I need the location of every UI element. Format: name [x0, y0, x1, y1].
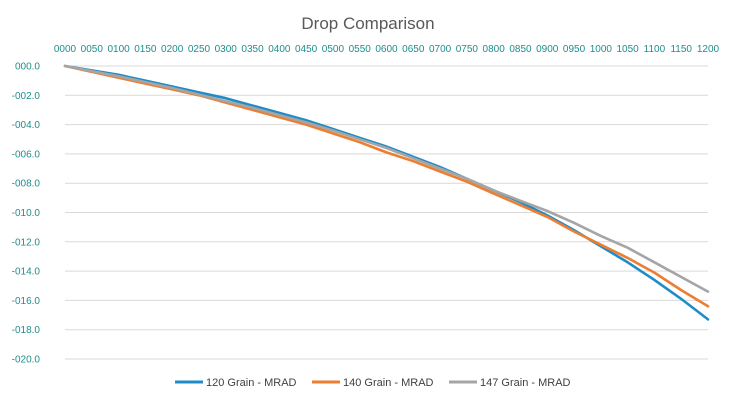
grid	[65, 65, 708, 360]
legend-label: 140 Grain - MRAD	[343, 377, 434, 389]
x-tick-label: 0600	[375, 44, 398, 55]
x-tick-label: 0950	[563, 44, 586, 55]
x-tick-label: 0500	[322, 44, 345, 55]
y-tick-label: -006.0	[12, 149, 41, 160]
y-tick-label: -012.0	[12, 237, 41, 248]
y-tick-label: -020.0	[12, 355, 41, 366]
x-tick-label: 0800	[483, 44, 506, 55]
x-tick-label: 0450	[295, 44, 318, 55]
x-tick-label: 0650	[402, 44, 425, 55]
series-line	[63, 64, 710, 321]
y-tick-label: -018.0	[12, 325, 41, 336]
x-tick-label: 0200	[161, 44, 184, 55]
x-tick-label: 1000	[590, 44, 613, 55]
x-tick-label: 0550	[349, 44, 372, 55]
series-line	[63, 64, 710, 308]
y-axis-ticks: 000.0 -002.0 -004.0 -006.0 -008.0 -010.0 -012.…	[12, 62, 41, 366]
y-tick-label: -014.0	[12, 267, 41, 278]
y-tick-label: -008.0	[12, 179, 41, 190]
x-tick-label: 0400	[268, 44, 291, 55]
y-tick-label: 000.0	[15, 62, 40, 73]
x-tick-label: 0750	[456, 44, 479, 55]
x-tick-label: 1100	[644, 44, 666, 55]
series-lines	[63, 64, 710, 321]
y-tick-label: -016.0	[12, 296, 41, 307]
x-tick-label: 1050	[617, 44, 640, 55]
series-line	[63, 64, 710, 293]
x-tick-label: 0900	[536, 44, 559, 55]
legend: 120 Grain - MRAD 140 Grain - MRAD 147 Grai…	[175, 377, 571, 389]
x-tick-label: 0150	[134, 44, 157, 55]
y-tick-label: -002.0	[12, 91, 41, 102]
x-tick-label: 0300	[215, 44, 238, 55]
chart-title: Drop Comparison	[301, 14, 434, 33]
x-tick-label: 0350	[241, 44, 264, 55]
x-tick-label: 0000	[54, 44, 77, 55]
x-tick-label: 0700	[429, 44, 452, 55]
x-tick-label: 0250	[188, 44, 211, 55]
x-tick-label: 1150	[670, 44, 692, 55]
legend-label: 120 Grain - MRAD	[206, 377, 297, 389]
x-tick-label: 0050	[81, 44, 104, 55]
legend-label: 147 Grain - MRAD	[480, 377, 571, 389]
y-tick-label: -004.0	[12, 120, 41, 131]
x-tick-label: 0850	[509, 44, 532, 55]
y-tick-label: -010.0	[12, 208, 41, 219]
x-tick-label: 1200	[697, 44, 720, 55]
x-axis-ticks: 0000 0050 0100 0150 0200 0250 0300 0350 0400 0450…	[54, 44, 720, 55]
x-tick-label: 0100	[107, 44, 130, 55]
